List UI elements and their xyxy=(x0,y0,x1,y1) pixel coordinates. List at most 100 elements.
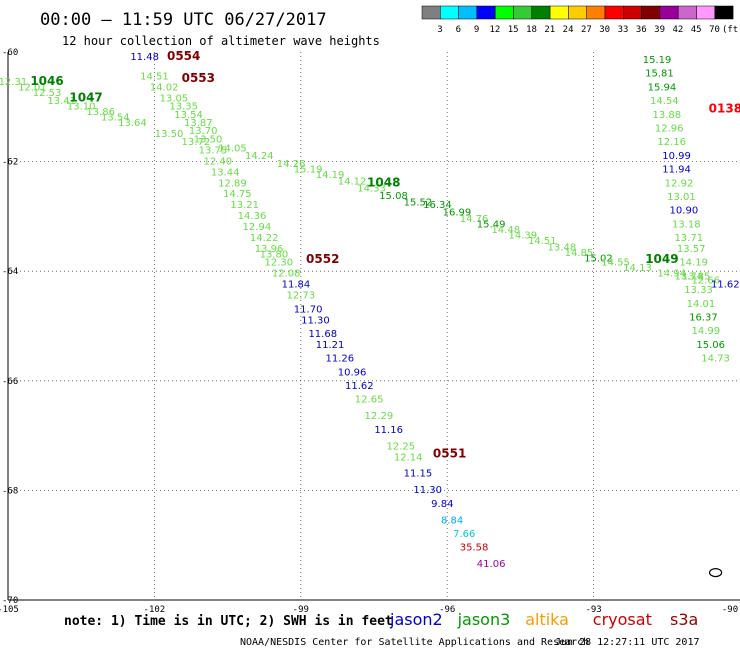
swh-value: 16.34 xyxy=(423,200,452,211)
colorbar-label: 33 xyxy=(618,25,629,35)
legend-cryosat: cryosat xyxy=(593,610,652,629)
colorbar-swatch xyxy=(531,5,551,20)
colorbar-swatch xyxy=(714,5,734,20)
colorbar-swatch xyxy=(494,5,514,20)
swh-value: 14.39 xyxy=(509,230,538,241)
swh-value: 12.30 xyxy=(265,258,294,269)
swh-value: 12.94 xyxy=(243,222,272,233)
swh-value: 14.54 xyxy=(650,96,679,107)
colorbar-label: (ft) xyxy=(722,25,740,35)
swh-value: 12.25 xyxy=(387,441,416,452)
swh-value: 14.36 xyxy=(238,211,267,222)
swh-value: 12.14 xyxy=(394,452,423,463)
swh-value: 11.48 xyxy=(130,52,159,63)
swh-value: 13.33 xyxy=(684,285,713,296)
colorbar-label: 9 xyxy=(474,25,479,35)
lat-label: -66 xyxy=(2,377,18,387)
swh-value: 10.99 xyxy=(662,151,691,162)
lon-label: -99 xyxy=(293,605,309,615)
axis-labels: -105 -102 -99 -96 -93 -90 -60 -62 -64 -66 -68 -70 xyxy=(0,48,738,615)
swh-value: 15.49 xyxy=(477,219,506,230)
swh-value: 12.73 xyxy=(286,291,315,302)
lat-label: -64 xyxy=(2,267,18,277)
swh-value: 14.22 xyxy=(250,233,279,244)
swh-value: 12.92 xyxy=(665,178,694,189)
colorbar-swatch xyxy=(677,5,697,20)
pass-number: 1047 xyxy=(69,90,102,104)
swh-value: 13.48 xyxy=(548,242,577,253)
lat-label: -60 xyxy=(2,48,18,58)
swh-value: 14.12 xyxy=(338,177,367,188)
legend-jason2: jason2 xyxy=(389,610,443,629)
swh-value: 12.31 xyxy=(0,77,27,88)
swh-value: 14.48 xyxy=(491,225,520,236)
island-outline xyxy=(708,567,723,578)
pass-number: 1049 xyxy=(645,252,678,266)
swh-value: 14.33 xyxy=(357,184,386,195)
swh-value: 16.37 xyxy=(689,313,718,324)
pass-labels: 0554 0553 1046 1047 1048 1049 0552 0551 0138 xyxy=(30,49,740,460)
swh-value: 12.40 xyxy=(204,156,233,167)
swh-value: 13.10 xyxy=(67,102,96,113)
swh-value: 14.13 xyxy=(623,263,652,274)
swh-value: 13.96 xyxy=(255,244,284,255)
swh-value: 9.84 xyxy=(431,499,453,510)
colorbar-label: 24 xyxy=(563,25,574,35)
swh-value: 13.75 xyxy=(199,145,228,156)
satellite-legend: jason2 jason3 altika cryosat s3a xyxy=(389,610,698,629)
swh-value: 13.86 xyxy=(86,107,115,118)
lat-label: -62 xyxy=(2,158,18,168)
swh-value: 15.19 xyxy=(643,55,672,66)
swh-value: 14.26 xyxy=(277,159,306,170)
swh-value: 12.29 xyxy=(365,411,394,422)
swh-value: 8.84 xyxy=(441,515,463,526)
swh-value: 16.99 xyxy=(443,207,472,218)
swh-value: 15.94 xyxy=(648,82,677,93)
swh-value: 11.26 xyxy=(326,354,355,365)
colorbar-swatch xyxy=(696,5,716,20)
colorbar-label: 45 xyxy=(691,25,702,35)
swh-value: 11.62 xyxy=(711,280,740,291)
colorbar-label: 30 xyxy=(599,25,610,35)
swh-value: 13.54 xyxy=(101,113,130,124)
colorbar-swatch xyxy=(659,5,679,20)
colorbar-swatch xyxy=(641,5,661,20)
swh-value: 14.99 xyxy=(692,326,721,337)
swh-value: 13.85 xyxy=(682,271,711,282)
swh-value: 13.71 xyxy=(674,233,703,244)
swh-value: 14.94 xyxy=(657,269,686,280)
swh-value: 15.02 xyxy=(584,253,613,264)
swh-value: 13.35 xyxy=(169,102,198,113)
swh-value: 13.21 xyxy=(230,200,259,211)
swh-value: 13.54 xyxy=(174,110,203,121)
swh-value: 13.05 xyxy=(160,93,189,104)
swh-value: 10.90 xyxy=(670,206,699,217)
swh-value: 7.66 xyxy=(453,529,475,540)
lon-label: -96 xyxy=(439,605,455,615)
lat-label: -70 xyxy=(2,596,18,606)
colorbar-swatch xyxy=(421,5,441,20)
swh-value: 12.66 xyxy=(692,275,721,286)
swh-value: 12.53 xyxy=(33,88,62,99)
swh-value: 11.15 xyxy=(404,469,433,480)
pass-number: 0138 xyxy=(709,101,740,115)
colorbar-label: 70 xyxy=(709,25,720,35)
footer-note: note: 1) Time is in UTC; 2) SWH is in fe… xyxy=(64,614,393,629)
swh-value: 11.68 xyxy=(308,329,337,340)
legend-s3a: s3a xyxy=(670,610,698,629)
colorbar-label: 6 xyxy=(456,25,461,35)
swh-value: 14.55 xyxy=(601,258,630,269)
pass-number: 0553 xyxy=(182,71,215,85)
swh-value: 11.30 xyxy=(301,315,330,326)
colorbar-swatch xyxy=(623,5,642,20)
swh-value: 14.51 xyxy=(528,236,557,247)
colorbar-swatch xyxy=(604,5,624,20)
swh-value: 13.41 xyxy=(47,96,76,107)
swh-value: 14.24 xyxy=(245,151,274,162)
swh-value: 13.72 xyxy=(182,137,211,148)
swh-value: 13.18 xyxy=(672,219,701,230)
wave-height-tracks: 11.4814.5114.0213.0513.3513.5413.8713.70… xyxy=(0,52,740,570)
swh-value: 14.01 xyxy=(687,299,716,310)
lat-label: -68 xyxy=(2,486,18,496)
